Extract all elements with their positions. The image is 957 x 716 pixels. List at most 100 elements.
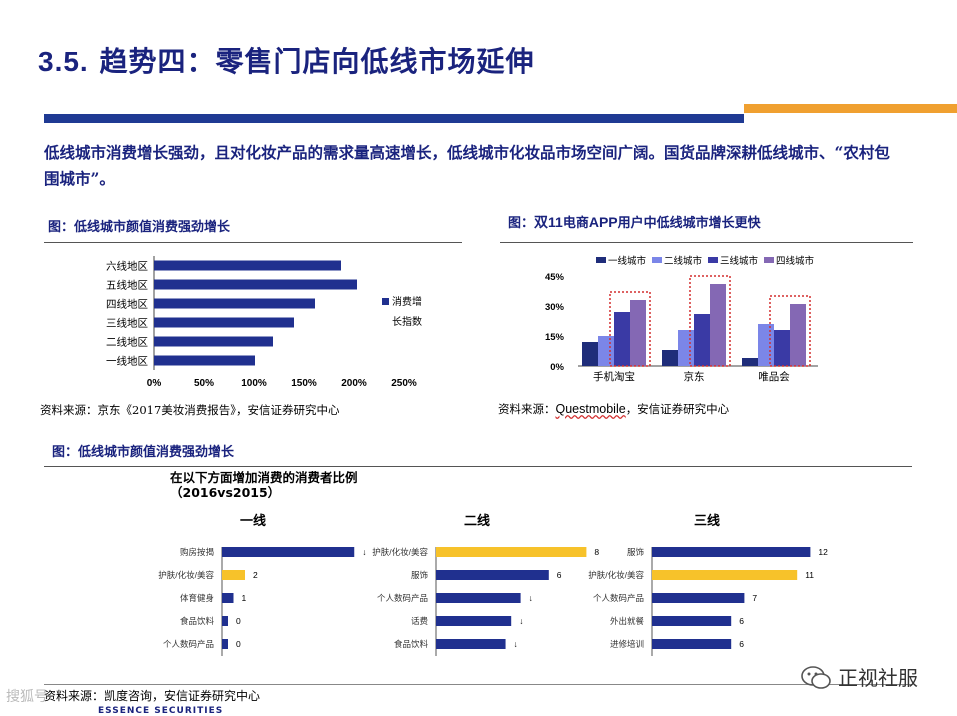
figure3-caption: 图：低线城市颜值消费强劲增长 <box>52 445 235 460</box>
figure1-source: 资料来源：京东《2017美妆消费报告》，安信证券研究中心 <box>40 403 340 417</box>
chart3-bar <box>436 593 521 603</box>
chart3-value-label: 2 <box>253 570 258 580</box>
chart2-bar <box>598 336 614 366</box>
section-number: 3.5. <box>38 46 89 77</box>
chart3-category-label: 服饰 <box>627 547 645 557</box>
chart2-bar <box>758 324 774 366</box>
chart2-category-label: 京东 <box>684 370 705 383</box>
chart3-category-label: 个人数码产品 <box>377 593 428 603</box>
figure2-chart: 一线城市 二线城市 三线城市 四线城市 0% 15% 30% 45% 手机淘宝 京东 唯品会 <box>545 255 818 383</box>
chart1-bar <box>154 298 315 309</box>
chart1-category-label: 三线地区 <box>106 317 148 330</box>
figure2-source: 资料来源：Questmobile，安信证券研究中心 <box>498 402 730 416</box>
chart2-bar <box>742 358 758 366</box>
chart3-bar <box>222 616 228 626</box>
chart3-bar <box>222 593 234 603</box>
chart1-bar <box>154 279 357 290</box>
chart3-bar <box>652 547 811 557</box>
chart2-category-label: 手机淘宝 <box>593 370 635 383</box>
chart1-tick-label: 50% <box>194 378 214 389</box>
chart3-bar <box>652 639 732 649</box>
chart3-value-label: 0 <box>236 639 241 649</box>
chart2-legend-swatch <box>708 257 718 263</box>
section-title: 趋势四：零售门店向低线市场延伸 <box>99 45 535 78</box>
chart2-bar <box>614 312 630 366</box>
chart3-category-label: 进修培训 <box>610 639 644 649</box>
chart3-value-label: 6 <box>557 570 562 580</box>
chart3-value-label: 6 <box>739 616 744 626</box>
chart3-bar <box>222 639 228 649</box>
chart2-highlight-box <box>769 295 811 367</box>
chart3-category-label: 服饰 <box>411 570 429 580</box>
watermark: 正视社服 <box>800 662 918 691</box>
chart3-panel-title: 一线 <box>240 513 266 528</box>
chart3-value-label: ↓ <box>514 639 518 649</box>
chart1-category-label: 四线地区 <box>106 298 148 311</box>
left-watermark: 搜狐号 <box>6 689 48 705</box>
chart2-legend-label: 二线城市 <box>664 255 703 267</box>
page-title: 3.5. 趋势四：零售门店向低线市场延伸 <box>38 40 534 80</box>
chart1-category-label: 五线地区 <box>106 279 148 292</box>
chart3-value-label: 1 <box>242 593 247 603</box>
chart2-tick-label: 30% <box>545 302 565 313</box>
chart2-bar <box>630 300 646 366</box>
header-rule-orange <box>744 104 957 113</box>
chart2-legend-swatch <box>652 257 662 263</box>
chart2-legend-label: 一线城市 <box>608 255 647 267</box>
chart3-bar <box>436 547 587 557</box>
chart3-category-label: 护肤/化妆/美容 <box>158 570 214 580</box>
chart1-category-label: 一线地区 <box>106 355 148 368</box>
chart2-bar <box>582 342 598 366</box>
figure3-inner-title: 在以下方面增加消费的消费者比例 （2016vs2015） <box>170 470 358 500</box>
chart1-bar <box>154 317 294 328</box>
chart3-bar <box>652 570 798 580</box>
chart3-value-label: 7 <box>752 593 757 603</box>
figure3-rule <box>44 466 912 467</box>
wechat-icon <box>801 665 831 689</box>
chart1-legend-label: 长指数 <box>392 315 422 328</box>
footer-logo: ESSENCE SECURITIES <box>98 706 224 716</box>
chart2-bar <box>790 304 806 366</box>
figure2-rule <box>500 242 913 243</box>
figure3-source: 资料来源：凯度咨询，安信证券研究中心 <box>44 689 261 703</box>
chart1-bar <box>154 355 255 366</box>
chart3-bar <box>652 616 732 626</box>
chart1-tick-label: 150% <box>291 378 317 389</box>
figure1-caption: 图：低线城市颜值消费强劲增长 <box>48 220 231 235</box>
figure1-rule <box>44 242 462 243</box>
chart2-bar <box>774 330 790 366</box>
chart3-bar <box>222 570 245 580</box>
chart3-value-label: 8 <box>594 547 599 557</box>
chart2-highlight-box <box>689 275 731 367</box>
chart3-category-label: 体育健身 <box>180 593 214 603</box>
chart3-category-label: 食品饮料 <box>394 639 429 649</box>
chart1-tick-label: 100% <box>241 378 267 389</box>
chart1-tick-label: 0% <box>147 378 162 389</box>
chart1-legend-swatch <box>382 298 389 305</box>
chart1-category-label: 二线地区 <box>106 336 148 349</box>
chart1-legend-label: 消费增 <box>392 295 422 308</box>
chart3-value-label: ↓ <box>519 616 523 626</box>
chart2-highlight-box <box>609 291 651 367</box>
chart2-legend-label: 四线城市 <box>776 255 815 267</box>
chart1-tick-label: 250% <box>391 378 417 389</box>
chart1-bar <box>154 260 341 271</box>
chart3-value-label: ↓ <box>362 547 366 557</box>
header-rule-navy <box>44 114 744 123</box>
questmobile-link: Questmobile <box>555 402 626 416</box>
chart2-bar <box>694 314 710 366</box>
chart3-panel-title: 二线 <box>464 513 490 528</box>
chart3-bar <box>436 616 512 626</box>
chart3-category-label: 购房按揭 <box>180 547 215 557</box>
chart2-bar <box>710 284 726 366</box>
chart3-bar <box>436 570 549 580</box>
chart3-category-label: 护肤/化妆/美容 <box>372 547 428 557</box>
chart2-bar <box>678 330 694 366</box>
chart2-category-label: 唯品会 <box>758 370 790 383</box>
figure2-caption: 图：双11电商APP用户中低线城市增长更快 <box>508 214 761 231</box>
chart2-legend-swatch <box>596 257 606 263</box>
chart3-category-label: 话费 <box>411 616 429 626</box>
chart3-category-label: 个人数码产品 <box>163 639 214 649</box>
